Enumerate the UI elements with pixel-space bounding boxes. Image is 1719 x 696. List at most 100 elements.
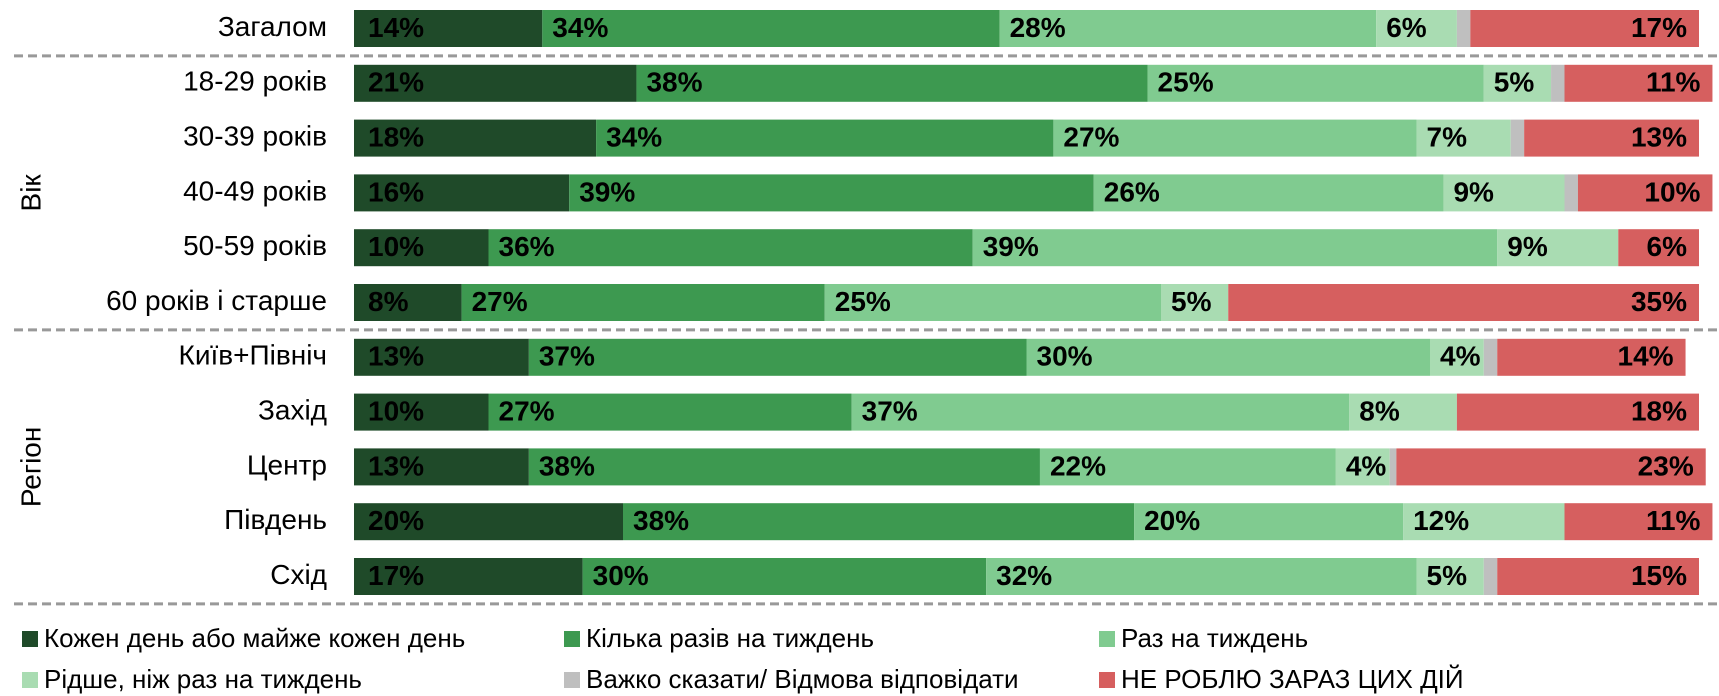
value-label: 27% [1063, 121, 1119, 152]
value-label: 26% [1104, 176, 1160, 207]
legend-label: Важко сказати/ Відмова відповідати [586, 664, 1019, 694]
value-label: 27% [472, 286, 528, 317]
value-label: 34% [606, 121, 662, 152]
bar-segment [461, 284, 825, 321]
bar-segment [1416, 119, 1511, 157]
category-label: Південь [224, 504, 327, 535]
value-label: 20% [368, 505, 424, 536]
bar-segment [528, 338, 1027, 376]
value-label: 39% [579, 176, 635, 207]
value-label: 39% [983, 231, 1039, 262]
value-label: 6% [1647, 231, 1688, 262]
legend-swatch [22, 672, 38, 688]
bar-segment [623, 503, 1135, 541]
bar-segment [354, 284, 462, 321]
value-label: 8% [1359, 395, 1400, 426]
bar-segment [354, 229, 489, 267]
value-label: 5% [1494, 67, 1535, 98]
bar-segment [354, 558, 583, 595]
bar-segment [354, 448, 529, 486]
value-label: 4% [1440, 341, 1481, 372]
bar-segment [596, 119, 1054, 157]
value-label: 16% [368, 176, 424, 207]
bar-segment [999, 10, 1377, 47]
value-label: 25% [835, 286, 891, 317]
bar-segment [1618, 229, 1699, 267]
bar-segment [488, 229, 973, 267]
bar-segment [1497, 558, 1699, 595]
value-label: 13% [368, 450, 424, 481]
legend-label: Кожен день або майже кожен день [44, 623, 465, 653]
value-label: 14% [1618, 341, 1674, 372]
bar-segment [1524, 119, 1699, 157]
bar-segment [1456, 10, 1471, 47]
bar-segment [1134, 503, 1404, 541]
value-label: 8% [368, 286, 409, 317]
value-label: 27% [499, 395, 555, 426]
bar-segment [1564, 503, 1713, 541]
bar-segment [1456, 393, 1699, 431]
value-label: 9% [1507, 231, 1548, 262]
legend-swatch [22, 631, 38, 647]
category-label: Центр [247, 449, 327, 480]
bar-segment [1430, 338, 1484, 376]
bar-segment [1376, 10, 1457, 47]
legend-swatch [1099, 672, 1115, 688]
bar-segment [1577, 174, 1713, 212]
value-label: 30% [1037, 341, 1093, 372]
value-label: 28% [1010, 12, 1066, 43]
value-label: 17% [368, 560, 424, 591]
value-label: 38% [539, 450, 595, 481]
bar-segment [986, 558, 1417, 595]
value-label: 10% [368, 231, 424, 262]
bar-segment [542, 10, 1000, 47]
bar-segment [354, 119, 597, 157]
value-label: 11% [1646, 67, 1701, 98]
bar-segment [1416, 558, 1484, 595]
category-label: 50-59 років [183, 230, 327, 261]
value-label: 30% [593, 560, 649, 591]
bar-segment [1147, 64, 1484, 102]
value-label: 5% [1427, 560, 1468, 591]
bar-segment [636, 64, 1148, 102]
bar-segment [1053, 119, 1417, 157]
category-label: 60 років і старше [106, 285, 327, 316]
bar-segment [354, 64, 637, 102]
value-label: 11% [1646, 505, 1701, 536]
legend-label: НЕ РОБЛЮ ЗАРАЗ ЦИХ ДІЙ [1121, 664, 1464, 694]
value-label: 18% [1631, 395, 1687, 426]
category-label: Загалом [218, 11, 327, 42]
bar-segment [1161, 284, 1229, 321]
bar-segment [569, 174, 1094, 212]
bar-segment [1483, 558, 1498, 595]
bar-segment [1403, 503, 1565, 541]
value-label: 36% [499, 231, 555, 262]
category-label: 30-39 років [183, 120, 327, 151]
value-label: 10% [368, 395, 424, 426]
bar-segment [824, 284, 1161, 321]
bar-segment [1564, 64, 1713, 102]
bar-segment [354, 10, 543, 47]
legend-swatch [1099, 631, 1115, 647]
bar-segment [1483, 338, 1498, 376]
value-label: 10% [1644, 176, 1700, 207]
group-label: Регіон [15, 427, 46, 508]
value-label: 7% [1427, 121, 1468, 152]
legend-label: Кілька разів на тиждень [586, 623, 874, 653]
value-label: 13% [1631, 121, 1687, 152]
category-label: Схід [270, 559, 327, 590]
bar-segment [528, 448, 1040, 486]
legend-label: Рідше, ніж раз на тиждень [44, 664, 362, 694]
value-label: 17% [1631, 12, 1687, 43]
bar-segment [972, 229, 1498, 267]
value-label: 6% [1386, 12, 1427, 43]
group-label: Вік [15, 174, 46, 212]
bar-segment [1551, 64, 1565, 102]
value-label: 34% [552, 12, 608, 43]
bar-segment [1039, 448, 1336, 486]
value-label: 38% [633, 505, 689, 536]
bar-segment [1335, 448, 1390, 486]
bar-segment [1510, 119, 1525, 157]
value-label: 9% [1453, 176, 1494, 207]
